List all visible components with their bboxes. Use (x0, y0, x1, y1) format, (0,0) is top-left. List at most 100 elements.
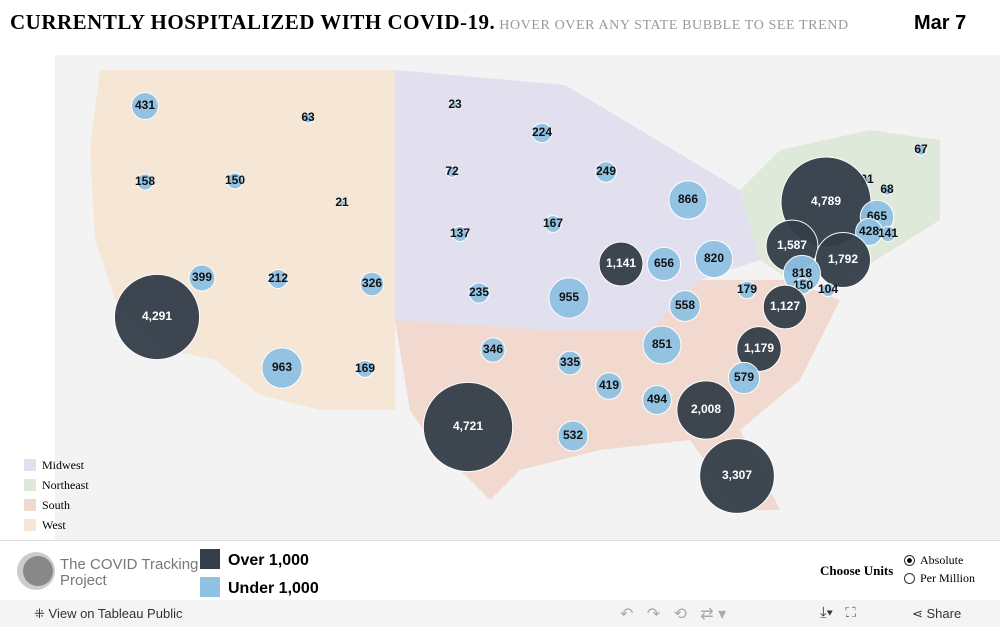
state-bubble (915, 144, 927, 156)
bubble-label: 150 (225, 173, 245, 187)
bubble-label: 818 (792, 266, 812, 280)
state-bubble (879, 225, 897, 243)
bubble-label: 67 (914, 142, 928, 156)
state-bubble (136, 173, 154, 191)
state-bubble (595, 372, 623, 400)
bubble-label: 1,141 (606, 256, 636, 270)
region-label: Midwest (42, 458, 84, 472)
radio-per-million[interactable]: Per Million (904, 571, 975, 586)
share-text: Share (926, 606, 962, 621)
bubble-label: 141 (878, 226, 898, 240)
state-bubble (113, 273, 201, 361)
bubble-label: 104 (818, 282, 838, 296)
bubble-label: 1,792 (828, 252, 858, 266)
state-bubble (762, 284, 808, 330)
state-bubble (642, 385, 672, 415)
state-bubble (531, 122, 553, 144)
state-bubble (676, 380, 736, 440)
state-bubble (598, 241, 644, 287)
state-bubble (268, 269, 288, 289)
bubble-label: 346 (483, 342, 503, 356)
header: CURRENTLY HOSPITALIZED WITH COVID-19. HOV… (10, 10, 849, 35)
state-bubble (557, 350, 583, 376)
bubble-label: 23 (448, 97, 462, 111)
state-bubble (736, 326, 782, 372)
bubble-label: 579 (734, 370, 754, 384)
share-button[interactable]: ⋖ Share (912, 606, 962, 621)
bubble-label: 428 (859, 224, 879, 238)
state-bubble (261, 347, 303, 389)
state-bubble (544, 215, 562, 233)
state-bubble (668, 180, 708, 220)
state-bubble (451, 225, 469, 243)
bubble-label: 179 (737, 282, 757, 296)
state-bubble (694, 239, 734, 279)
state-bubble (820, 282, 836, 298)
state-bubble (468, 282, 490, 304)
bubble-label: 494 (647, 392, 667, 406)
region-label: South (42, 498, 71, 512)
state-bubble (646, 246, 682, 282)
bubble-label: 558 (675, 298, 695, 312)
bubble-label: 1,587 (777, 238, 807, 252)
title: CURRENTLY HOSPITALIZED WITH COVID-19. (10, 10, 496, 34)
view-link[interactable]: ⁜ View on Tableau Public (34, 606, 183, 621)
state-bubble (557, 420, 589, 452)
state-bubble (642, 325, 682, 365)
radio-absolute[interactable]: Absolute (904, 553, 963, 568)
radio-label: Per Million (920, 571, 976, 585)
bubble-label: 169 (355, 361, 375, 375)
bubble-label: 955 (559, 290, 579, 304)
state-bubble (737, 280, 757, 300)
bubble-label: 335 (560, 355, 580, 369)
logo-icon (17, 552, 55, 590)
footer-panel: The COVID Tracking Project Over 1,000 Un… (0, 540, 1000, 601)
download-icon[interactable]: ⤓▾ ⛶ (820, 604, 856, 621)
bubble-label: 158 (135, 174, 155, 188)
undo-redo-icons: ↶ ↷ ⟲ ⇄ ▾ (620, 606, 727, 623)
bubble-label: 851 (652, 337, 672, 351)
date: Mar 7 (914, 12, 967, 34)
bubble-label: 137 (450, 226, 470, 240)
region-legend-item: Northeast (24, 478, 89, 493)
state-bubble (302, 112, 314, 124)
bubble-label: 235 (469, 285, 489, 299)
region-legend-item: Midwest (24, 458, 84, 473)
state-bubble (131, 92, 159, 120)
state-bubble (451, 101, 459, 109)
region-legend-item: West (24, 518, 66, 533)
logo: The COVID Tracking Project (16, 551, 198, 596)
state-bubble (359, 271, 385, 297)
bubble-label: 532 (563, 428, 583, 442)
state-bubble (188, 264, 216, 292)
radio-label: Absolute (920, 553, 964, 567)
state-bubble (699, 438, 775, 514)
bubble-label: 63 (301, 110, 315, 124)
bubble-label: 249 (596, 164, 616, 178)
legend-label: Under 1,000 (228, 580, 319, 597)
bubble-label: 72 (445, 164, 459, 178)
bubble-label: 2,008 (691, 402, 721, 416)
subtitle: HOVER OVER ANY STATE BUBBLE TO SEE TREND (499, 18, 849, 33)
bubble-label: 820 (704, 251, 724, 265)
state-bubble (356, 360, 374, 378)
state-bubble (548, 277, 590, 319)
bubble-label: 4,789 (811, 194, 841, 208)
bubble-label: 1,127 (770, 299, 800, 313)
legend-item: Under 1,000 (200, 577, 319, 598)
bubble-label: 150 (793, 278, 813, 292)
bubble-label: 866 (678, 192, 698, 206)
bubble-label: 4,291 (142, 309, 172, 323)
state-bubble (338, 199, 346, 207)
bubble-label: 419 (599, 378, 619, 392)
state-bubble (881, 184, 893, 196)
state-bubble (226, 172, 244, 190)
bubble-label: 399 (192, 270, 212, 284)
bubble-label: 68 (880, 182, 894, 196)
state-bubble (480, 337, 506, 363)
bubble-label: 431 (135, 98, 155, 112)
state-bubble (422, 381, 514, 473)
bubble-label: 1,179 (744, 341, 774, 355)
